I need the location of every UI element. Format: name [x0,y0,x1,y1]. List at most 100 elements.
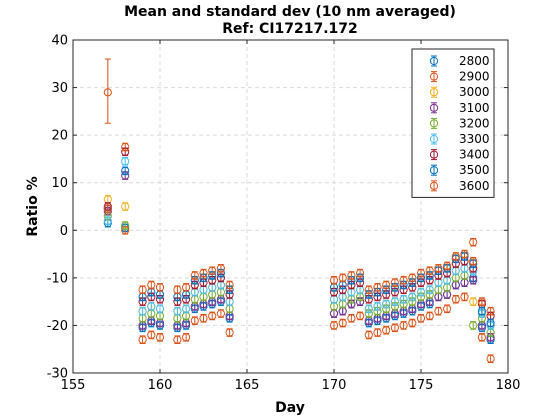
data-point [408,318,417,328]
legend-label: 2900 [459,70,490,84]
legend-marker [429,88,439,97]
legend-entry: 3200 [429,116,490,130]
data-point [486,318,495,328]
y-tick-label: 10 [51,176,68,191]
legend-label: 3500 [459,163,490,177]
data-point [477,333,486,342]
data-point [216,264,225,273]
data-point [329,276,339,285]
data-point [460,249,469,259]
data-point [138,285,147,294]
data-point [469,257,478,266]
data-point [390,278,399,287]
legend-marker [429,56,439,66]
data-point [373,283,382,292]
chart-title: Mean and standard dev (10 nm averaged) [124,4,456,20]
data-point [147,330,156,340]
x-axis-label: Day [275,400,305,416]
data-point [356,311,365,321]
data-point [469,276,478,285]
data-point [364,304,373,313]
data-point [190,316,199,325]
x-tick-label: 180 [496,378,521,393]
legend-entry: 3000 [429,85,490,99]
data-point [199,314,208,323]
data-point [225,328,234,337]
data-point [199,269,208,278]
legend-marker [429,150,439,159]
data-point [425,266,434,275]
data-point [486,307,495,316]
data-point [477,297,486,306]
data-point [155,283,165,292]
data-point [208,311,217,321]
data-point [182,283,191,292]
y-tick-label: -10 [47,271,68,286]
data-point [451,252,460,261]
data-point [382,326,391,335]
legend-marker [429,134,439,144]
data-point [103,204,112,213]
legend-label: 3100 [459,101,490,115]
y-tick-label: -30 [47,367,68,382]
series-3600 [103,142,495,316]
data-point [338,273,347,282]
legend-marker [429,103,439,112]
legend-marker [429,72,439,81]
data-marks [103,58,495,364]
data-point [416,288,426,297]
data-point [443,261,452,271]
x-tick-label: 155 [61,378,86,393]
data-point [121,202,130,211]
legend-entry: 3400 [429,148,490,162]
legend-label: 3400 [459,148,490,162]
series-2900 [103,58,495,364]
data-point [216,309,225,318]
legend-entry: 3600 [429,179,490,193]
data-point [155,304,165,313]
data-point [390,297,399,306]
axis-ticks: 155 160 165 170 175 180 -30 -20 -10 0 10 20 30 40 [47,34,521,394]
data-point [434,264,443,273]
data-point [121,166,130,175]
data-point [382,299,391,309]
data-point [173,285,182,294]
data-point [460,292,469,301]
data-point [225,280,234,290]
data-point [399,276,408,285]
x-tick-label: 170 [322,378,347,393]
series-3300 [103,157,495,330]
data-point [399,321,408,330]
data-point [182,304,191,313]
data-point [173,335,182,344]
legend-marker [429,119,439,128]
data-point [416,269,426,278]
x-tick-label: 160 [148,378,173,393]
data-point [373,328,382,337]
data-point [347,314,356,323]
data-point [208,266,217,275]
data-point [103,88,112,97]
data-point [486,354,495,363]
data-point [138,335,147,344]
legend-label: 3300 [459,132,490,146]
legend-marker [429,181,439,190]
y-tick-label: -20 [47,319,68,334]
data-point [338,318,347,328]
legend-label: 3200 [459,116,490,130]
data-point [173,307,182,316]
legend-box [411,48,495,198]
y-tick-label: 0 [60,224,68,239]
data-point [408,292,417,301]
data-point [425,285,434,294]
data-point [147,280,156,290]
x-tick-label: 175 [409,378,434,393]
data-point [373,302,382,311]
data-point [147,302,156,311]
legend-label: 3000 [459,85,490,99]
data-point [477,307,486,316]
data-point [103,216,112,225]
data-point [469,297,478,306]
